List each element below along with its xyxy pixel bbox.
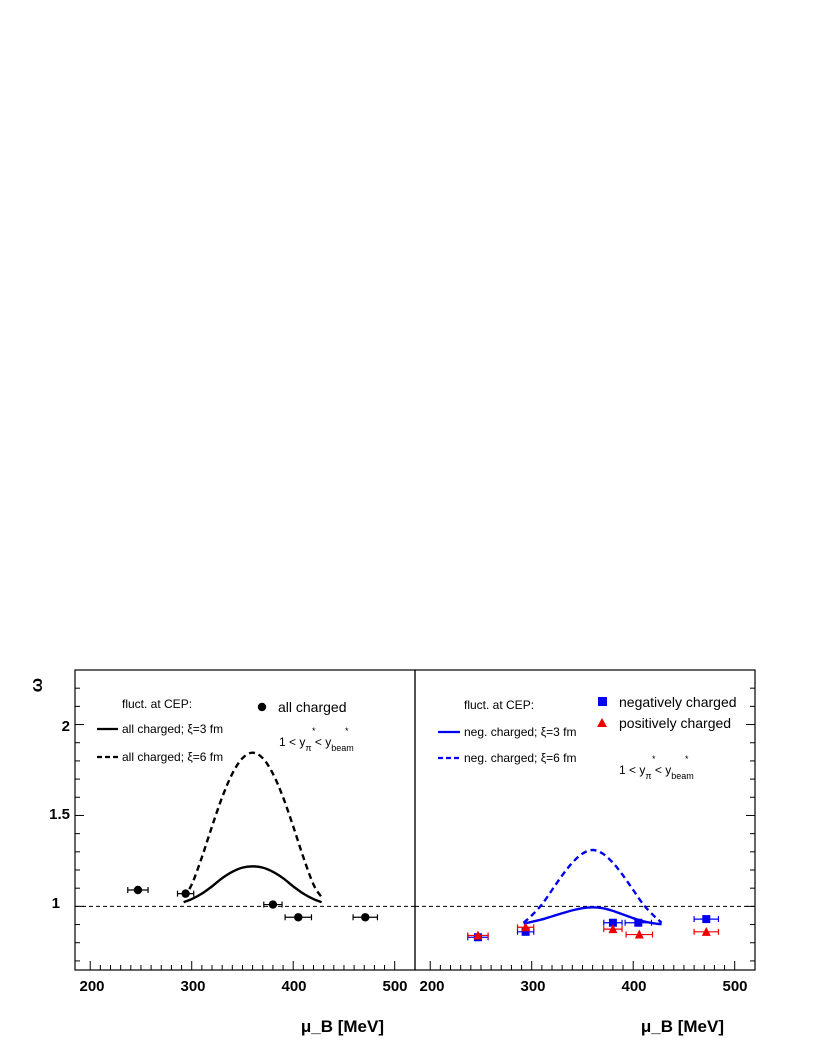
left-legend-marker-label: all charged: [278, 699, 347, 715]
right-x-tick-label: 500: [722, 978, 747, 995]
left-x-axis-title: μ_B [MeV]: [301, 1017, 384, 1036]
square-marker: [521, 927, 530, 936]
right-model-curves: [522, 848, 663, 926]
rapidity-sub: beam: [671, 771, 694, 781]
right-legend-marker-label: positively charged: [619, 715, 731, 731]
triangle-marker: [608, 924, 618, 934]
rapidity-mid: < y: [312, 735, 332, 749]
left-legend-marker-all-charged: [257, 702, 267, 712]
left-legend-header: fluct. at CEP:: [122, 697, 192, 711]
model-curve-solid: [183, 865, 323, 904]
right-axis-ticks: [429, 687, 755, 970]
triangle-marker: [701, 926, 711, 936]
right-panel-frame: [414, 669, 756, 971]
rapidity-pre: 1 < y: [279, 735, 305, 749]
circle-marker: [268, 900, 278, 909]
right-legend-marker-label: negatively charged: [619, 694, 737, 710]
rapidity-star: *: [312, 726, 316, 736]
triangle-marker: [473, 930, 483, 940]
y-tick-label: 1.5: [49, 806, 70, 823]
data-point: [625, 929, 654, 939]
circle-marker: [361, 913, 370, 922]
right-x-tick-label: 200: [419, 978, 444, 995]
rapidity-star: *: [345, 726, 349, 736]
circle-marker: [294, 913, 303, 922]
triangle-marker: [521, 922, 531, 932]
data-point: [603, 924, 623, 934]
rapidity-star: *: [652, 754, 656, 764]
right-data-points: [467, 915, 720, 942]
left-axis-ticks: [75, 687, 396, 970]
data-point: [624, 918, 653, 927]
square-marker: [608, 918, 617, 927]
data-point: [693, 926, 720, 936]
data-point: [127, 885, 149, 895]
left-data-points: [127, 885, 379, 922]
left-x-tick-label: 400: [281, 978, 306, 995]
left-legend-entry: all charged; ξ=6 fm: [122, 750, 223, 764]
right-legend-entry: neg. charged; ξ=3 fm: [464, 725, 576, 739]
data-point: [263, 900, 283, 909]
left-x-tick-label: 500: [382, 978, 407, 995]
data-point: [284, 913, 313, 922]
rapidity-star: *: [685, 754, 689, 764]
data-point: [693, 915, 720, 924]
right-x-axis-title: μ_B [MeV]: [641, 1017, 724, 1036]
right-legend-marker-negative: [598, 697, 607, 706]
rapidity-pre: 1 < y: [619, 763, 645, 777]
right-legend-header: fluct. at CEP:: [464, 698, 534, 712]
left-x-tick-label: 200: [79, 978, 104, 995]
circle-marker: [181, 889, 190, 898]
right-x-tick-label: 400: [621, 978, 646, 995]
rapidity-sub: beam: [331, 743, 354, 753]
data-point: [467, 930, 489, 940]
square-marker: [634, 918, 643, 927]
left-rapidity-cut: 1 < yπ < ybeam: [279, 735, 354, 753]
y-tick-label: 1: [52, 895, 60, 912]
data-point: [352, 913, 379, 922]
left-legend-entry: all charged; ξ=3 fm: [122, 722, 223, 736]
right-legend-entry: neg. charged; ξ=6 fm: [464, 751, 576, 765]
rapidity-sub: π: [645, 771, 651, 781]
rapidity-mid: < y: [652, 763, 672, 777]
left-model-curves: [182, 751, 323, 904]
left-x-tick-label: 300: [180, 978, 205, 995]
data-point: [603, 918, 623, 927]
data-point: [516, 922, 535, 932]
right-legend-marker-positive: [597, 718, 607, 727]
data-point: [176, 889, 195, 898]
rapidity-sub: π: [305, 743, 311, 753]
right-rapidity-cut: 1 < yπ < ybeam: [619, 763, 694, 781]
model-curve-dashed: [182, 751, 323, 898]
square-marker: [702, 915, 711, 924]
right-x-tick-label: 300: [520, 978, 545, 995]
circle-marker: [133, 885, 143, 895]
y-tick-label: 2: [62, 718, 70, 735]
left-panel-frame: [74, 669, 416, 971]
y-axis-title: ω: [27, 678, 46, 692]
model-curve-dashed: [522, 848, 663, 924]
triangle-marker: [634, 929, 644, 939]
